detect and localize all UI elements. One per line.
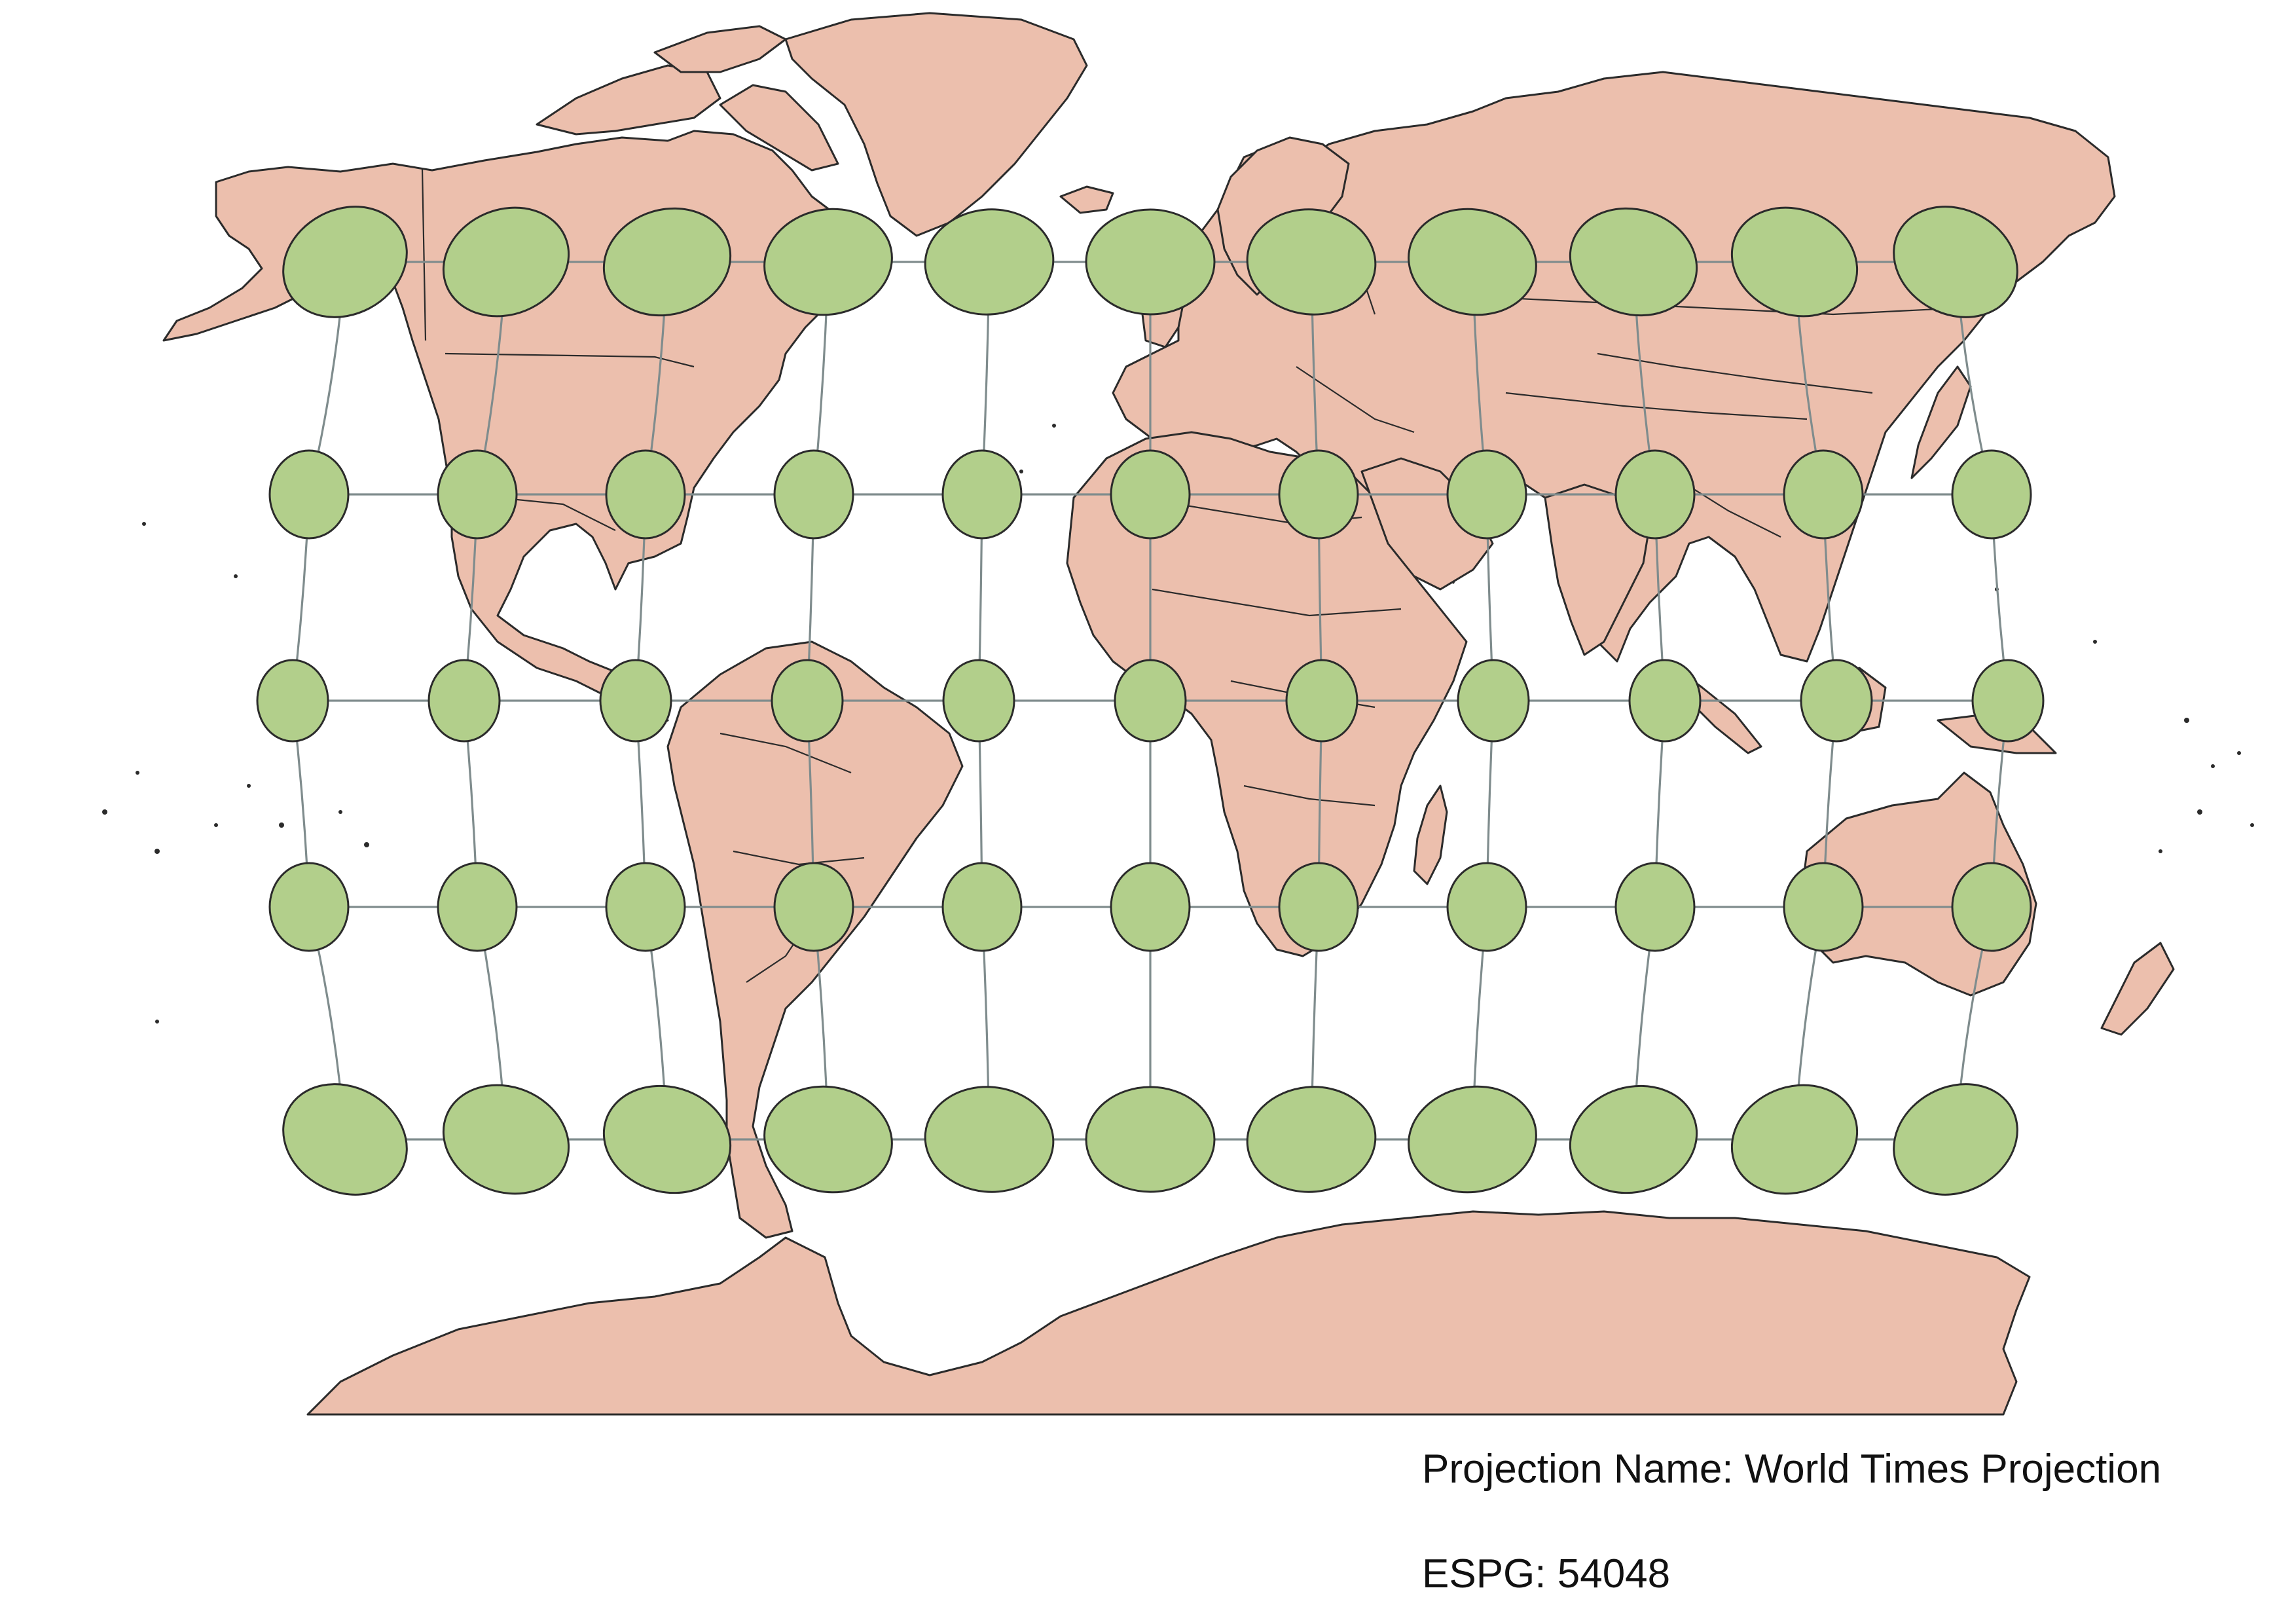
- tissot-ellipse: [1893, 206, 2018, 318]
- epsg-code-caption: ESPG: 54048: [1422, 1551, 1671, 1596]
- tissot-ellipse: [1951, 449, 2032, 540]
- tissot-ellipse: [1246, 208, 1377, 316]
- tissot-ellipse: [1085, 208, 1216, 316]
- baffin-island: [719, 84, 839, 172]
- tissot-ellipse: [1408, 1085, 1537, 1194]
- tissot-indicatrices: [256, 206, 2045, 1196]
- projection-name-caption: Projection Name: World Times Projection: [1422, 1447, 2162, 1492]
- tissot-ellipse: [1278, 862, 1359, 952]
- tissot-ellipse: [1783, 449, 1864, 540]
- tissot-ellipse: [1457, 659, 1530, 743]
- tissot-ellipse: [1110, 862, 1191, 952]
- tissot-ellipse: [941, 449, 1023, 540]
- iceland: [1059, 185, 1114, 214]
- ellesmere-island: [653, 25, 787, 73]
- tissot-ellipse: [1110, 449, 1191, 540]
- tissot-ellipse: [771, 659, 844, 743]
- tissot-ellipse: [605, 449, 686, 540]
- tissot-ellipse: [437, 862, 518, 952]
- madagascar: [1413, 784, 1448, 885]
- tissot-ellipse: [428, 659, 501, 743]
- tissot-ellipse: [282, 1083, 408, 1196]
- tissot-ellipse: [1285, 659, 1358, 743]
- tissot-ellipse: [1114, 659, 1187, 743]
- tissot-ellipse: [1446, 862, 1527, 952]
- tissot-ellipse: [602, 1084, 732, 1194]
- tissot-ellipse: [256, 659, 329, 743]
- tissot-ellipse: [282, 206, 408, 318]
- tissot-ellipse: [1408, 208, 1537, 316]
- tissot-ellipse: [763, 208, 893, 316]
- tissot-ellipse: [1246, 1086, 1377, 1193]
- tissot-ellipse: [1085, 1086, 1216, 1193]
- tissot-ellipse: [1446, 449, 1527, 540]
- tissot-ellipse: [599, 659, 672, 743]
- tissot-ellipse: [1569, 207, 1698, 317]
- tissot-ellipse: [1569, 1084, 1698, 1194]
- tissot-ellipse: [763, 1085, 893, 1194]
- tissot-ellipse: [437, 449, 518, 540]
- tissot-ellipse: [605, 862, 686, 952]
- tissot-ellipse: [1730, 1084, 1859, 1195]
- tissot-ellipse: [442, 1084, 570, 1195]
- antarctica: [306, 1210, 2031, 1416]
- tissot-ellipse: [773, 449, 854, 540]
- tissot-ellipse: [924, 208, 1055, 316]
- tissot-ellipse: [602, 207, 732, 317]
- tissot-ellipse: [773, 862, 854, 952]
- tissot-ellipse: [1614, 449, 1696, 540]
- japan: [1910, 365, 1972, 479]
- tissot-ellipse: [942, 659, 1015, 743]
- tissot-ellipse: [1951, 862, 2032, 952]
- country-borders: [421, 168, 1965, 983]
- tissot-ellipse: [268, 449, 350, 540]
- tissot-ellipse: [1893, 1083, 2018, 1196]
- tissot-ellipse: [1783, 862, 1864, 952]
- tissot-ellipse: [1278, 449, 1359, 540]
- tissot-ellipse: [1730, 206, 1859, 318]
- tissot-ellipse: [1614, 862, 1696, 952]
- tissot-ellipse: [1800, 659, 1873, 743]
- greenland: [784, 12, 1088, 237]
- arctic-archipelago: [536, 64, 721, 136]
- tissot-ellipse: [941, 862, 1023, 952]
- tissot-ellipse: [1628, 659, 1702, 743]
- tissot-ellipse: [442, 206, 570, 318]
- new-zealand: [2100, 942, 2175, 1036]
- tissot-ellipse: [1971, 659, 2045, 743]
- tissot-ellipse: [924, 1086, 1055, 1193]
- tissot-ellipse: [268, 862, 350, 952]
